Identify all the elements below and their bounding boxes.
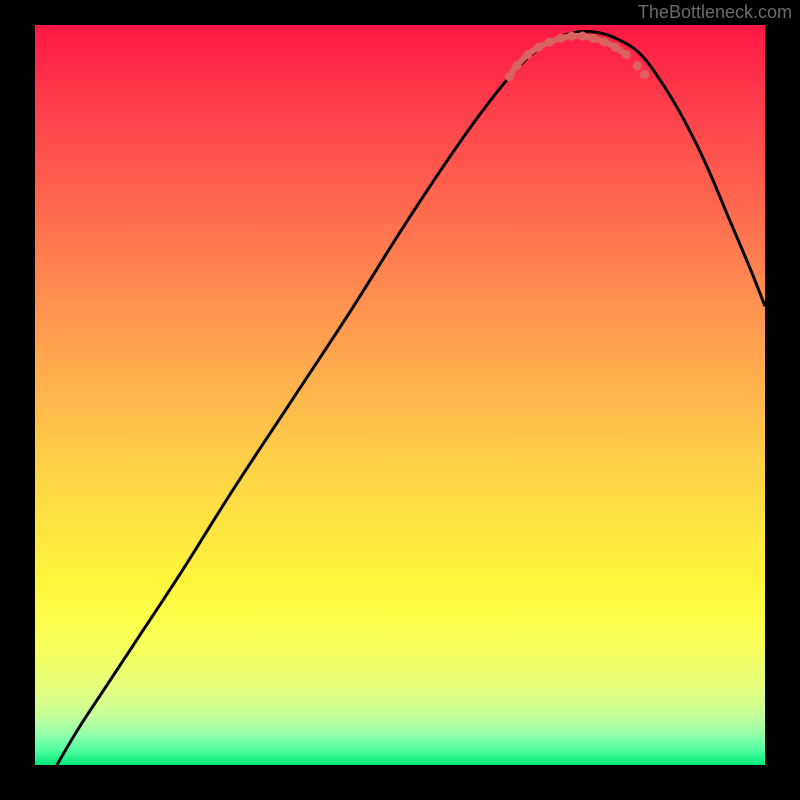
marker-segment-dots: [505, 32, 649, 82]
watermark-text: TheBottleneck.com: [638, 2, 792, 23]
curve-layer: [35, 25, 765, 765]
bottleneck-curve: [57, 31, 765, 765]
plot-area: [35, 25, 765, 765]
